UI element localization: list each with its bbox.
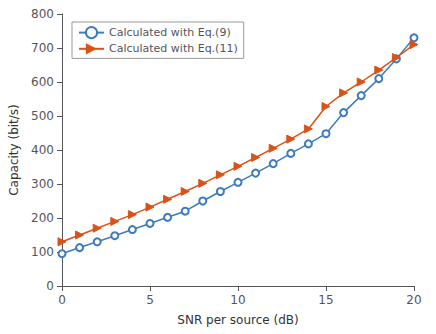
svg-text:10: 10 (230, 293, 245, 307)
svg-text:200: 200 (31, 211, 54, 225)
svg-text:SNR per source (dB): SNR per source (dB) (177, 313, 298, 327)
svg-text:5: 5 (146, 293, 154, 307)
svg-text:Calculated with Eq.(11): Calculated with Eq.(11) (109, 42, 238, 55)
svg-text:Capacity (bit/s): Capacity (bit/s) (7, 104, 21, 196)
svg-text:300: 300 (31, 177, 54, 191)
svg-text:20: 20 (406, 293, 421, 307)
svg-text:100: 100 (31, 245, 54, 259)
svg-text:600: 600 (31, 75, 54, 89)
svg-text:Calculated with Eq.(9): Calculated with Eq.(9) (109, 26, 231, 39)
svg-text:500: 500 (31, 109, 54, 123)
svg-text:800: 800 (31, 7, 54, 21)
svg-text:0: 0 (46, 279, 54, 293)
svg-text:0: 0 (58, 293, 66, 307)
svg-text:700: 700 (31, 41, 54, 55)
svg-text:15: 15 (318, 293, 333, 307)
svg-text:400: 400 (31, 143, 54, 157)
